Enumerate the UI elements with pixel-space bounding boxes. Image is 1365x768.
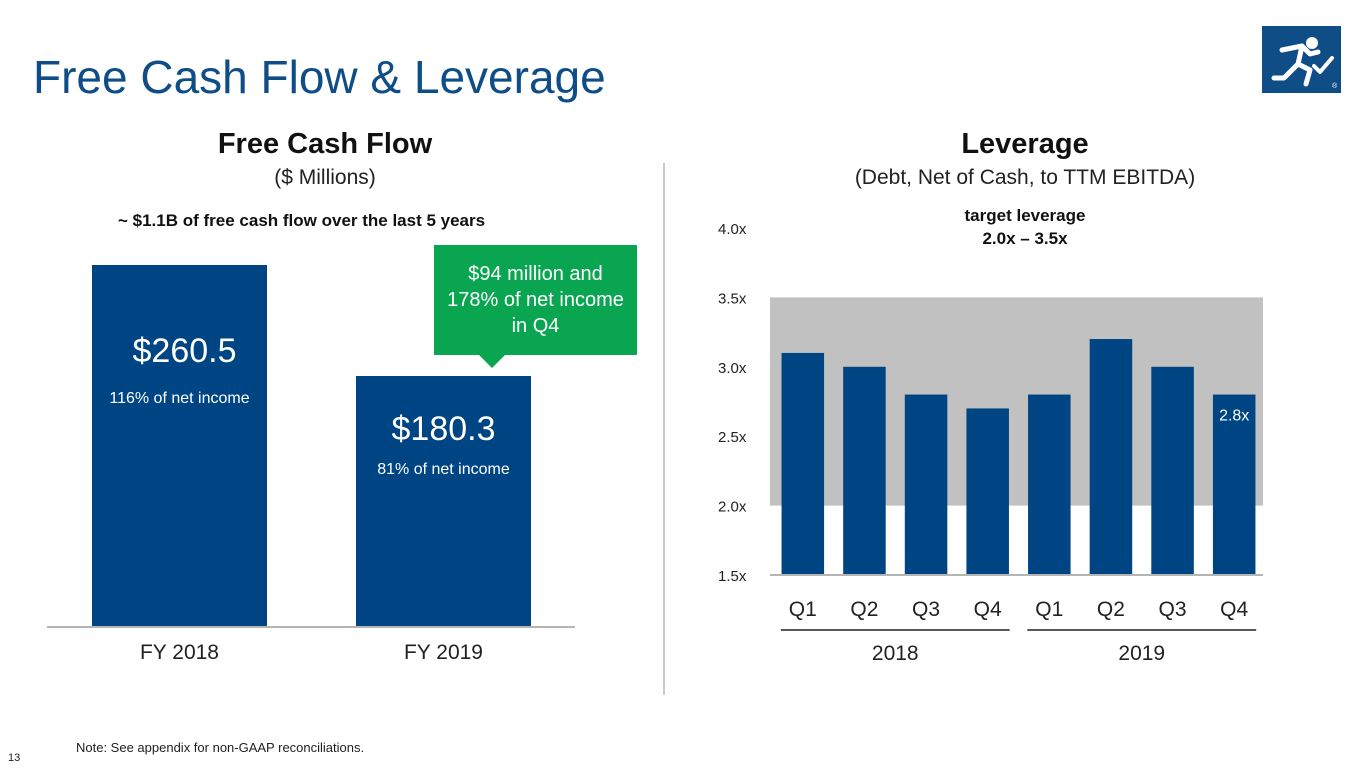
leverage-bar bbox=[904, 394, 948, 575]
x-tick-label: Q4 bbox=[974, 598, 1002, 621]
leverage-bar bbox=[1028, 394, 1071, 575]
x-tick-label: Q3 bbox=[912, 598, 940, 621]
callout-pointer bbox=[479, 355, 505, 368]
company-logo-icon: ® bbox=[1262, 26, 1341, 93]
page-number: 13 bbox=[8, 752, 21, 764]
x-tick-label: Q1 bbox=[789, 598, 817, 621]
q4-callout: $94 million and 178% of net income in Q4 bbox=[434, 245, 637, 355]
x-tick-label: Q4 bbox=[1220, 598, 1248, 621]
leverage-bar bbox=[966, 408, 1009, 575]
category-fy2019: FY 2019 bbox=[403, 641, 483, 664]
fcf-title: Free Cash Flow bbox=[217, 128, 433, 160]
group-label-2018: 2018 bbox=[872, 642, 919, 665]
y-tick-label: 4.0x bbox=[718, 221, 747, 238]
y-tick-label: 2.5x bbox=[718, 429, 747, 446]
slide-title: Free Cash Flow & Leverage bbox=[33, 51, 606, 103]
bar-value-fy2019: $180.3 bbox=[391, 410, 496, 448]
bar-value-fy2018: $260.5 bbox=[132, 332, 237, 370]
y-tick-label: 2.0x bbox=[718, 499, 747, 516]
panel-divider bbox=[663, 163, 665, 695]
footnote: Note: See appendix for non-GAAP reconcil… bbox=[76, 740, 365, 755]
leverage-bar bbox=[1151, 366, 1194, 575]
leverage-bar bbox=[1089, 339, 1133, 575]
bar-data-label: 2.8x bbox=[1219, 408, 1249, 425]
y-tick-label: 1.5x bbox=[718, 568, 747, 585]
leverage-bar bbox=[781, 352, 825, 575]
category-fy2018: FY 2018 bbox=[139, 641, 219, 664]
x-tick-label: Q1 bbox=[1035, 598, 1063, 621]
leverage-chart: 1.5x 2.0x 2.5x 3.0x 3.5x 4.0x Q1 Q2 Q3 Q4 Q1 Q2 Q3 Q… bbox=[718, 221, 1263, 665]
bar-fy2018 bbox=[92, 265, 267, 626]
y-tick-label: 3.0x bbox=[718, 360, 747, 377]
x-tick-label: Q2 bbox=[850, 598, 878, 621]
runner-icon: ® bbox=[1271, 37, 1338, 90]
bar-pct-fy2019: 81% of net income bbox=[377, 461, 510, 478]
target-leverage-line1: target leverage bbox=[964, 206, 1086, 225]
leverage-bar bbox=[1212, 394, 1256, 575]
leverage-bar bbox=[843, 366, 886, 575]
target-leverage-label: target leverage 2.0x – 3.5x bbox=[925, 204, 1125, 250]
leverage-title: Leverage bbox=[961, 128, 1089, 160]
bar-pct-fy2018: 116% of net income bbox=[109, 390, 250, 407]
leverage-subtitle: (Debt, Net of Cash, to TTM EBITDA) bbox=[854, 166, 1196, 189]
bar-fy2019 bbox=[356, 376, 531, 626]
fcf-baseline bbox=[47, 626, 575, 628]
svg-text:®: ® bbox=[1332, 82, 1338, 90]
fcf-subtitle: ($ Millions) bbox=[274, 166, 376, 189]
y-tick-label: 3.5x bbox=[718, 290, 747, 307]
x-tick-label: Q3 bbox=[1159, 598, 1187, 621]
group-label-2019: 2019 bbox=[1118, 642, 1165, 665]
fcf-summary: ~ $1.1B of free cash flow over the last … bbox=[118, 211, 486, 230]
x-tick-label: Q2 bbox=[1097, 598, 1125, 621]
target-leverage-line2: 2.0x – 3.5x bbox=[982, 229, 1068, 248]
